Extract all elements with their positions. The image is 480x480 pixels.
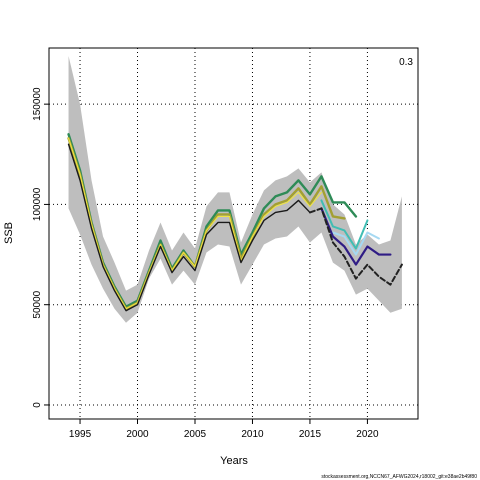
x-tick-label: 1995 [69, 429, 92, 440]
series-line-7 [67, 143, 311, 312]
y-tick-label: 150000 [32, 87, 43, 121]
confidence-band-group [68, 56, 402, 323]
x-tick-label: 2010 [241, 429, 264, 440]
plot-frame [48, 47, 419, 420]
x-tick-label: 2000 [126, 429, 149, 440]
y-tick-label: 50000 [32, 290, 43, 318]
series-line-6 [67, 137, 322, 310]
x-axis-title: Years [220, 455, 248, 467]
x-tick-label: 2020 [356, 429, 379, 440]
series-line-8 [308, 207, 403, 286]
x-tick-label: 2015 [299, 429, 322, 440]
series-line-4 [331, 231, 380, 256]
grid [49, 48, 418, 419]
series-group [67, 133, 403, 312]
confidence-band [68, 56, 402, 323]
y-axis-title: SSB [3, 222, 15, 244]
y-tick-label: 100000 [32, 187, 43, 221]
footnote-source: stockassessment.org,NCCN67_AFWG2024,r180… [321, 474, 477, 480]
y-tick-label: 0 [32, 402, 43, 408]
y-axis: 0 50000 100000 150000 [32, 87, 49, 408]
panel-label: 0.3 [399, 57, 413, 68]
x-axis: 1995 2000 2005 2010 2015 2020 [69, 419, 379, 440]
series-line-3 [320, 199, 369, 250]
series-line-5 [320, 207, 392, 266]
x-tick-label: 2005 [184, 429, 207, 440]
